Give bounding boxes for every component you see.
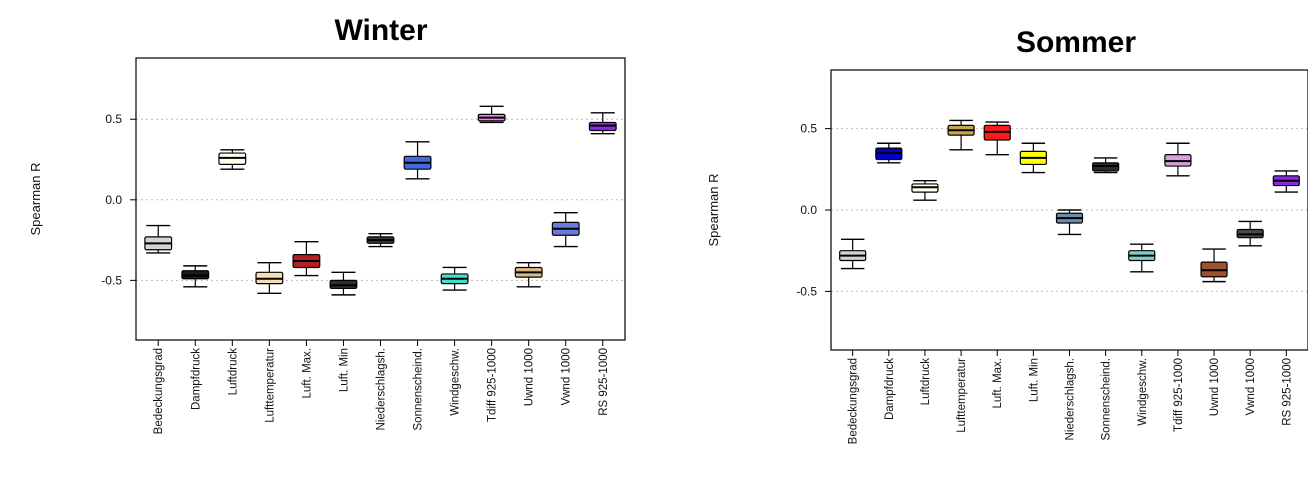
y-tick-label: -0.5: [101, 273, 122, 287]
category-label: Lufttemperatur: [956, 358, 968, 433]
box-4: [947, 119, 975, 151]
box-12: [1236, 220, 1264, 247]
box-4: [255, 261, 284, 294]
category-label: Luft. Min: [1028, 358, 1040, 402]
box-1: [839, 238, 867, 270]
box-9: [440, 266, 469, 291]
plot-frame: [135, 57, 626, 341]
box-2: [181, 265, 210, 288]
category-label: Uwnd 1000: [1209, 358, 1221, 416]
box-8: [1092, 157, 1120, 174]
y-tick-label: -0.5: [796, 284, 817, 298]
y-tick-label: 0.0: [105, 193, 122, 207]
category-label: RS 925-1000: [1281, 358, 1293, 426]
box-3: [911, 179, 939, 201]
category-label: Windgeschw.: [1137, 358, 1149, 426]
box-8: [403, 141, 432, 180]
box-6: [329, 271, 358, 296]
box-12: [551, 211, 580, 248]
chart-sommer: Sommer Spearman R 0.5 0.0 -0.5 Bedeckungsgrad…: [706, 26, 1308, 444]
category-label: Uwnd 1000: [524, 348, 536, 406]
category-label: Luft. Max.: [992, 358, 1004, 409]
category-label: RS 925-1000: [598, 348, 610, 416]
box-11: [514, 261, 543, 288]
box-7: [366, 232, 395, 248]
y-tick-label: 0.5: [105, 112, 122, 126]
category-label: Windgeschw.: [450, 348, 462, 416]
box-10: [1164, 142, 1192, 177]
category-label: Vwnd 1000: [561, 348, 573, 406]
y-axis-label: Spearman R: [706, 174, 721, 247]
box-6: [1019, 142, 1047, 174]
category-label: Sonnenscheind.: [413, 348, 425, 430]
box-11: [1200, 248, 1228, 283]
box-7: [1055, 209, 1084, 236]
category-label: Luft. Max.: [301, 348, 313, 399]
chart-winter: Winter Spearman R 0.5 0.0 -0.5 Bedeckungsgrad…: [28, 14, 626, 434]
category-label: Luftdruck: [227, 348, 239, 396]
y-axis-label: Spearman R: [28, 163, 43, 236]
category-label: Luftdruck: [920, 358, 932, 406]
category-label: Tdiff 925-1000: [487, 348, 499, 422]
category-label: Dampfdruck: [190, 348, 202, 410]
chart-title: Sommer: [1016, 26, 1136, 59]
category-label: Lufttemperatur: [264, 348, 276, 423]
category-label: Dampfdruck: [884, 358, 896, 420]
box-2: [875, 142, 903, 164]
box-5: [983, 121, 1011, 156]
category-label: Niederschlagsh.: [376, 348, 388, 430]
box-13: [1272, 170, 1300, 193]
y-tick-label: 0.5: [800, 122, 817, 136]
category-label: Bedeckungsgrad: [848, 358, 860, 444]
box-1: [144, 224, 173, 254]
category-label: Bedeckungsgrad: [153, 348, 165, 434]
category-label: Tdiff 925-1000: [1173, 358, 1185, 432]
chart-title: Winter: [334, 14, 427, 47]
category-label: Sonnenscheind.: [1101, 358, 1113, 440]
box-5: [292, 241, 321, 277]
category-label: Niederschlagsh.: [1065, 358, 1077, 440]
box-3: [218, 149, 247, 170]
box-13: [588, 112, 617, 135]
category-label: Luft. Min: [338, 348, 350, 392]
category-label: Vwnd 1000: [1245, 358, 1257, 416]
box-10: [477, 105, 506, 124]
y-tick-label: 0.0: [800, 203, 817, 217]
box-9: [1128, 243, 1156, 273]
